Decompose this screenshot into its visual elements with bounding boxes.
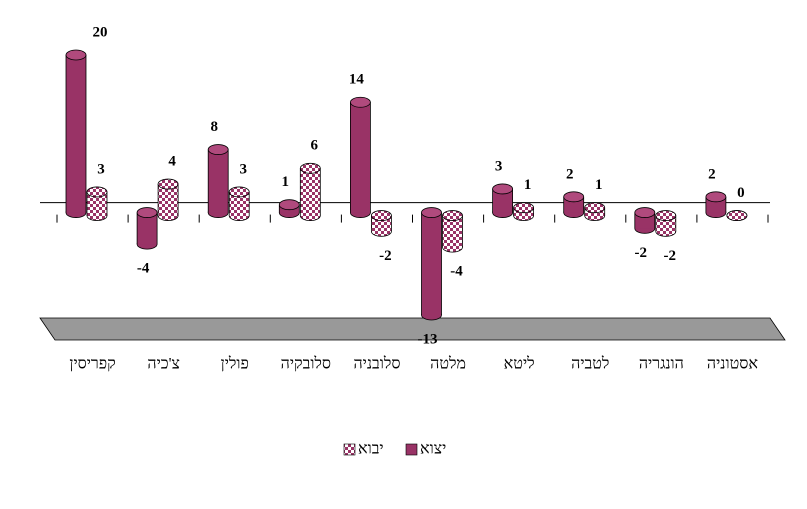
data-label: 14 — [349, 72, 365, 88]
data-label: 0 — [737, 185, 745, 201]
data-label: 3 — [97, 161, 105, 177]
bar — [229, 191, 250, 216]
data-label: 4 — [168, 153, 176, 169]
bar-top — [513, 202, 534, 214]
bar-top — [136, 207, 158, 218]
bar-top — [705, 191, 727, 203]
bar — [492, 188, 513, 213]
bar — [442, 215, 463, 248]
x-tick-label: לטביה — [571, 355, 609, 373]
bar-top — [634, 207, 656, 218]
x-tick-label: סלובקיה — [281, 355, 331, 373]
legend-label: יבוא — [358, 441, 384, 458]
data-label: 1 — [282, 174, 290, 190]
x-tick-label: ליטא — [504, 355, 535, 373]
floor — [39, 317, 786, 341]
bar — [208, 149, 229, 213]
bar — [300, 168, 321, 216]
bar-top — [207, 144, 229, 155]
data-label: 3 — [239, 161, 247, 177]
bar-top — [563, 191, 585, 203]
x-tick-label: צ'כיה — [147, 356, 179, 373]
data-label: -2 — [664, 248, 677, 264]
data-label: -2 — [379, 248, 392, 264]
legend-swatch — [405, 443, 418, 456]
data-label: -2 — [635, 245, 648, 261]
bar-top — [584, 202, 606, 214]
x-tick-label: פולין — [221, 355, 249, 373]
bar-top — [655, 210, 677, 221]
bar — [66, 55, 86, 213]
data-label: 3 — [495, 158, 503, 174]
data-label: -13 — [418, 331, 438, 347]
x-tick-label: סלובניה — [353, 355, 400, 373]
data-label: 8 — [210, 119, 218, 135]
bar-top — [65, 49, 87, 61]
data-label: 6 — [311, 138, 319, 154]
legend-swatch — [343, 443, 356, 456]
data-label: 2 — [708, 166, 716, 182]
bar-top — [278, 199, 300, 211]
bar — [158, 184, 179, 216]
legend-label: יצוא — [420, 441, 446, 458]
x-tick-label: קפריסין — [69, 356, 115, 373]
bar-top — [492, 183, 514, 195]
bar-top — [349, 96, 371, 108]
bar-top — [421, 207, 442, 218]
data-label: 1 — [595, 177, 603, 193]
bar-top — [157, 178, 179, 190]
bar-top — [726, 210, 748, 221]
data-label: 2 — [566, 166, 574, 182]
bar-top — [442, 210, 463, 221]
data-label: -4 — [450, 264, 463, 280]
bar — [137, 212, 158, 245]
bar — [350, 102, 371, 213]
bar-top — [299, 162, 321, 174]
data-label: 20 — [93, 24, 108, 40]
bar — [87, 191, 107, 216]
x-tick-label: אסטוניה — [707, 356, 758, 373]
x-tick-label: הונגריה — [639, 356, 684, 373]
bar-top — [370, 210, 392, 221]
bar-top — [228, 186, 250, 198]
bar-top — [86, 186, 108, 198]
data-label: -4 — [137, 261, 150, 277]
data-label: 1 — [524, 177, 532, 193]
x-tick-label: מלטה — [430, 355, 466, 373]
bar — [421, 212, 442, 315]
